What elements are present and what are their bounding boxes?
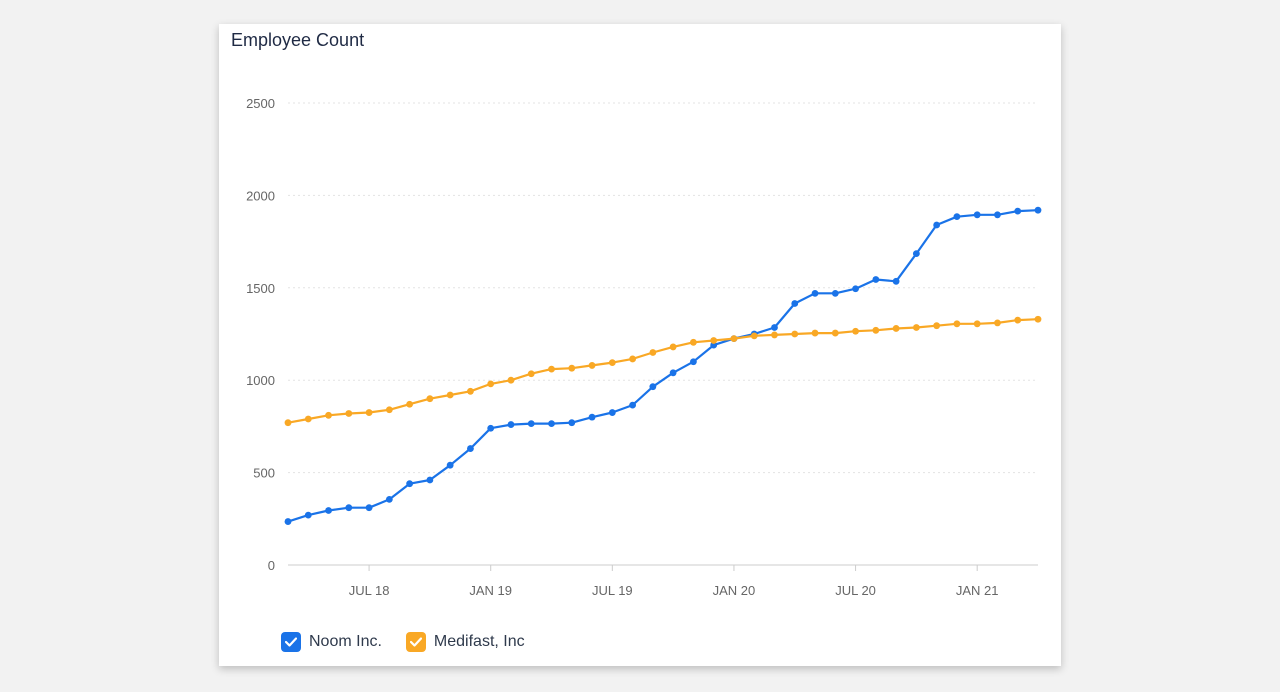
legend-label: Medifast, Inc bbox=[433, 633, 525, 650]
data-point-series-2 bbox=[385, 406, 393, 414]
data-point-series-1 bbox=[771, 324, 778, 331]
data-point-series-1 bbox=[467, 445, 474, 452]
data-point-series-1 bbox=[811, 289, 819, 297]
data-point-series-1 bbox=[791, 300, 799, 307]
x-tick-label: JAN 21 bbox=[956, 583, 999, 598]
data-point-series-2 bbox=[284, 419, 292, 427]
data-point-series-2 bbox=[811, 329, 819, 337]
checkbox-checked-icon[interactable] bbox=[405, 632, 426, 652]
y-tick-label: 2000 bbox=[246, 188, 275, 203]
data-point-series-1 bbox=[304, 511, 312, 519]
data-point-series-2 bbox=[771, 331, 778, 339]
legend-item-medifast[interactable]: Medifast, Inc bbox=[405, 632, 525, 652]
legend: Noom Inc. Medifast, Inc bbox=[281, 632, 549, 652]
x-tick-label: JAN 19 bbox=[469, 583, 512, 598]
data-point-series-2 bbox=[1014, 316, 1022, 324]
data-point-series-2 bbox=[892, 325, 900, 332]
data-point-series-2 bbox=[933, 322, 941, 330]
data-point-series-2 bbox=[507, 376, 515, 384]
data-point-series-2 bbox=[568, 364, 576, 372]
checkbox-checked-icon[interactable] bbox=[281, 632, 301, 652]
data-point-series-1 bbox=[690, 358, 697, 366]
data-point-series-2 bbox=[467, 387, 474, 395]
data-point-series-1 bbox=[933, 221, 941, 229]
series-line-2 bbox=[287, 318, 1039, 424]
series-line-1 bbox=[287, 209, 1039, 523]
data-point-series-2 bbox=[831, 329, 839, 337]
data-point-series-1 bbox=[365, 504, 373, 512]
y-tick-label: 1500 bbox=[246, 281, 275, 296]
data-point-series-1 bbox=[608, 409, 616, 416]
data-point-series-1 bbox=[669, 369, 677, 377]
data-point-series-2 bbox=[345, 410, 353, 417]
data-point-series-1 bbox=[831, 289, 839, 297]
data-point-series-2 bbox=[527, 370, 535, 378]
legend-label: Noom Inc. bbox=[309, 633, 382, 650]
data-point-series-2 bbox=[912, 324, 920, 331]
data-point-series-2 bbox=[608, 359, 616, 367]
data-point-series-2 bbox=[973, 320, 981, 328]
data-point-series-1 bbox=[527, 420, 535, 428]
data-point-series-1 bbox=[973, 211, 981, 219]
data-point-series-1 bbox=[426, 476, 434, 484]
data-point-series-2 bbox=[872, 326, 880, 334]
data-point-series-2 bbox=[994, 319, 1001, 327]
data-point-series-1 bbox=[629, 401, 636, 409]
data-point-series-1 bbox=[953, 213, 961, 221]
data-point-series-2 bbox=[446, 391, 454, 399]
data-point-series-1 bbox=[1014, 207, 1022, 215]
data-point-series-2 bbox=[1034, 315, 1042, 323]
x-tick-label: JUL 20 bbox=[835, 583, 876, 598]
data-point-series-2 bbox=[487, 380, 495, 388]
data-point-series-2 bbox=[426, 395, 434, 403]
x-tick-label: JAN 20 bbox=[713, 583, 756, 598]
data-point-series-1 bbox=[568, 419, 576, 427]
data-point-series-1 bbox=[487, 424, 495, 432]
data-point-series-1 bbox=[385, 495, 393, 503]
data-point-series-1 bbox=[507, 421, 515, 428]
data-point-series-1 bbox=[406, 480, 414, 488]
data-point-series-1 bbox=[284, 518, 292, 525]
data-point-series-1 bbox=[446, 461, 454, 469]
data-point-series-1 bbox=[892, 277, 900, 285]
data-point-series-1 bbox=[852, 285, 859, 293]
y-tick-label: 2500 bbox=[246, 96, 275, 111]
data-point-series-2 bbox=[629, 355, 636, 363]
data-point-series-1 bbox=[548, 420, 555, 428]
data-point-series-2 bbox=[548, 365, 555, 373]
x-tick-label: JUL 19 bbox=[592, 583, 633, 598]
y-tick-label: 0 bbox=[268, 558, 275, 573]
data-point-series-1 bbox=[649, 383, 657, 391]
data-point-series-2 bbox=[304, 415, 312, 423]
data-point-series-1 bbox=[345, 504, 353, 512]
data-point-series-2 bbox=[588, 362, 596, 369]
data-point-series-2 bbox=[791, 330, 799, 338]
y-tick-label: 500 bbox=[253, 466, 275, 481]
data-point-series-2 bbox=[750, 332, 758, 340]
data-point-series-2 bbox=[852, 327, 859, 335]
data-point-series-2 bbox=[325, 411, 332, 419]
legend-item-noom[interactable]: Noom Inc. bbox=[281, 632, 382, 652]
data-point-series-2 bbox=[649, 349, 657, 356]
chart-card: Employee Count 0 500 1000 1500 2000 2500 JUL 1… bbox=[219, 24, 1061, 666]
data-point-series-1 bbox=[872, 276, 880, 283]
data-point-series-2 bbox=[953, 320, 961, 328]
data-point-series-1 bbox=[994, 211, 1001, 219]
data-point-series-2 bbox=[669, 343, 677, 351]
y-tick-label: 1000 bbox=[246, 373, 275, 388]
data-point-series-2 bbox=[406, 400, 414, 408]
data-point-series-1 bbox=[1034, 206, 1042, 214]
chart-title: Employee Count bbox=[231, 30, 365, 50]
data-point-series-1 bbox=[588, 413, 596, 421]
data-point-series-2 bbox=[730, 335, 738, 343]
line-chart: 0 500 1000 1500 2000 2500 JUL 18 JAN 19 JUL 19 JA… bbox=[246, 96, 1042, 598]
data-point-series-1 bbox=[325, 507, 332, 514]
data-point-series-2 bbox=[690, 338, 697, 346]
data-point-series-2 bbox=[365, 409, 373, 416]
x-tick-label: JUL 18 bbox=[349, 583, 390, 598]
data-point-series-1 bbox=[912, 250, 920, 258]
data-point-series-2 bbox=[710, 337, 718, 344]
